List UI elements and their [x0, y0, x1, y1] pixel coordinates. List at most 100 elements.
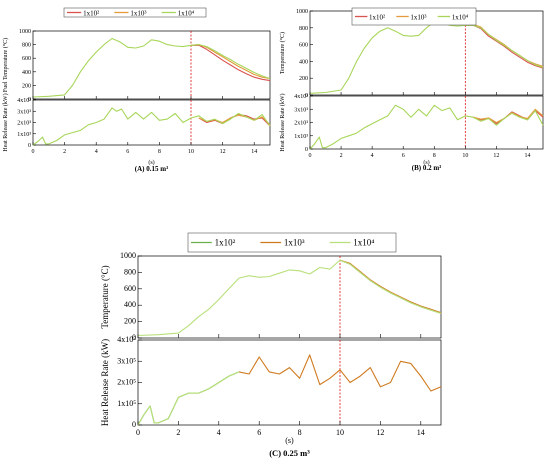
- legend-label: 1x10²: [83, 10, 99, 18]
- y-tick-label: 3x10³: [294, 107, 308, 113]
- y-tick-label: 1x10⁵: [117, 399, 136, 408]
- panel-bottom: 0 1x10⁵ 2x10⁵ 3x10⁵ 4x10⁵ Heat Release Rate (…: [100, 335, 442, 437]
- y-tick-label: 0: [28, 97, 31, 103]
- x-tick-label: 14: [251, 149, 257, 155]
- plot-frame: [309, 95, 544, 150]
- y-tick-label: 1x10³: [17, 132, 31, 138]
- y-tick-label: 2x10⁵: [117, 378, 136, 387]
- legend-label: 1x10⁴: [452, 14, 469, 22]
- series-line: [309, 104, 544, 150]
- y-tick-label: 0: [305, 93, 308, 99]
- series-line: [137, 371, 240, 426]
- x-axis-label: (s): [148, 159, 154, 166]
- chart-caption: (B) 0.2 m³: [412, 164, 442, 172]
- y-tick-label: 3x10³: [17, 109, 31, 115]
- y-tick-label: 0: [132, 333, 136, 342]
- series-line: [137, 259, 442, 337]
- panel-top: 0 200 400 600 800 1000 Fuel Temperature (°C): [2, 29, 271, 103]
- panel-top: 0 200 400 600 800 1000 Temperature (°C): [100, 251, 442, 342]
- y-tick-label: 2x10³: [17, 121, 31, 127]
- y-tick-label: 200: [124, 317, 136, 326]
- y-tick-label: 600: [299, 43, 308, 49]
- legend-box: [351, 7, 477, 26]
- x-tick-label: 12: [493, 153, 499, 159]
- legend-label: 1x10³: [130, 10, 146, 18]
- legend-label: 1x10²: [215, 238, 236, 248]
- x-tick-label: 6: [257, 428, 261, 437]
- x-tick-label: 10: [336, 428, 344, 437]
- y-tick-label: 2x10³: [294, 121, 308, 127]
- x-tick-label: 8: [433, 153, 436, 159]
- y-tick-label: 4x10³: [17, 98, 31, 104]
- series-line: [190, 44, 271, 80]
- y-axis-label: Temperature (°C): [279, 32, 286, 74]
- chart-b: 0 200 400 600 800 1000 Temperature (°C) 0 1x10³ 2…: [279, 7, 544, 172]
- series-line: [238, 354, 442, 392]
- y-tick-label: 1000: [296, 9, 308, 15]
- x-tick-label: 14: [417, 428, 425, 437]
- x-tick-label: 6: [402, 153, 405, 159]
- y-tick-label: 200: [22, 83, 31, 89]
- legend-box: [187, 232, 397, 253]
- x-tick-label: 8: [298, 428, 302, 437]
- y-tick-label: 3x10⁵: [117, 356, 136, 365]
- y-axis-label: Temperature (°C): [100, 265, 110, 328]
- legend-label: 1x10⁴: [353, 238, 374, 248]
- panel-bottom: 0 1x10³ 2x10³ 3x10³ 4x10³ Heat Release Rate (…: [2, 93, 271, 155]
- x-axis-label: (s): [285, 436, 294, 445]
- y-axis-label: Heat Release Rate (kW): [279, 93, 286, 151]
- x-tick-label: 0: [309, 153, 312, 159]
- legend-box: [63, 7, 207, 18]
- x-tick-label: 2: [63, 149, 66, 155]
- series-line: [339, 259, 442, 314]
- series-line: [191, 44, 271, 82]
- y-axis-label: Heat Release Rate (kW): [100, 339, 110, 426]
- chart-a: 0 200 400 600 800 1000 Fuel Temperature (°C) 0 1…: [2, 7, 271, 173]
- x-tick-label: 4: [371, 153, 374, 159]
- legend-label: 1x10³: [410, 14, 426, 22]
- x-tick-label: 2: [176, 428, 180, 437]
- plot-frame: [137, 255, 442, 339]
- x-tick-label: 4: [217, 428, 221, 437]
- plot-frame: [32, 99, 271, 146]
- y-tick-label: 800: [22, 43, 31, 49]
- series-line: [32, 107, 271, 146]
- y-tick-label: 800: [124, 267, 136, 276]
- series-line: [32, 37, 271, 98]
- y-tick-label: 600: [22, 56, 31, 62]
- x-tick-label: 12: [376, 428, 384, 437]
- legend-label: 1x10⁴: [178, 10, 195, 18]
- y-tick-label: 1000: [120, 251, 136, 260]
- y-tick-label: 4x10³: [294, 94, 308, 100]
- legend-label: 1x10²: [369, 14, 385, 22]
- x-tick-label: 2: [340, 153, 343, 159]
- x-axis-label: (s): [423, 159, 429, 166]
- chart-c: 0 200 400 600 800 1000 Temperature (°C) 0 1x10⁵ 2…: [100, 232, 442, 458]
- plot-frame: [137, 339, 442, 426]
- x-tick-label: 6: [126, 149, 129, 155]
- series-line: [309, 21, 544, 94]
- x-tick-label: 14: [524, 153, 530, 159]
- x-tick-label: 10: [188, 149, 194, 155]
- chart-caption: (C) 0.25 m³: [269, 448, 310, 458]
- y-tick-label: 0: [28, 143, 31, 149]
- x-tick-label: 0: [32, 149, 35, 155]
- y-tick-label: 0: [305, 147, 308, 153]
- chart-caption: (A) 0.15 m³: [135, 165, 168, 173]
- x-tick-label: 12: [220, 149, 226, 155]
- y-tick-label: 200: [299, 76, 308, 82]
- y-tick-label: 400: [22, 70, 31, 76]
- y-tick-label: 600: [124, 284, 136, 293]
- legend: 1x10² 1x10³ 1x10⁴: [63, 7, 207, 18]
- legend: 1x10² 1x10³ 1x10⁴: [351, 7, 477, 26]
- x-tick-label: 10: [462, 153, 468, 159]
- y-axis-label: Fuel Temperature (°C): [2, 38, 9, 92]
- y-tick-label: 400: [299, 59, 308, 65]
- x-tick-label: 0: [136, 428, 140, 437]
- panel-bottom: 0 1x10³ 2x10³ 3x10³ 4x10³ Heat Release Rate (…: [279, 93, 544, 159]
- y-axis-label: Heat Release Rate (kW): [2, 93, 9, 151]
- y-tick-label: 4x10⁵: [117, 335, 136, 344]
- plot-frame: [32, 30, 271, 100]
- x-tick-label: 4: [95, 149, 98, 155]
